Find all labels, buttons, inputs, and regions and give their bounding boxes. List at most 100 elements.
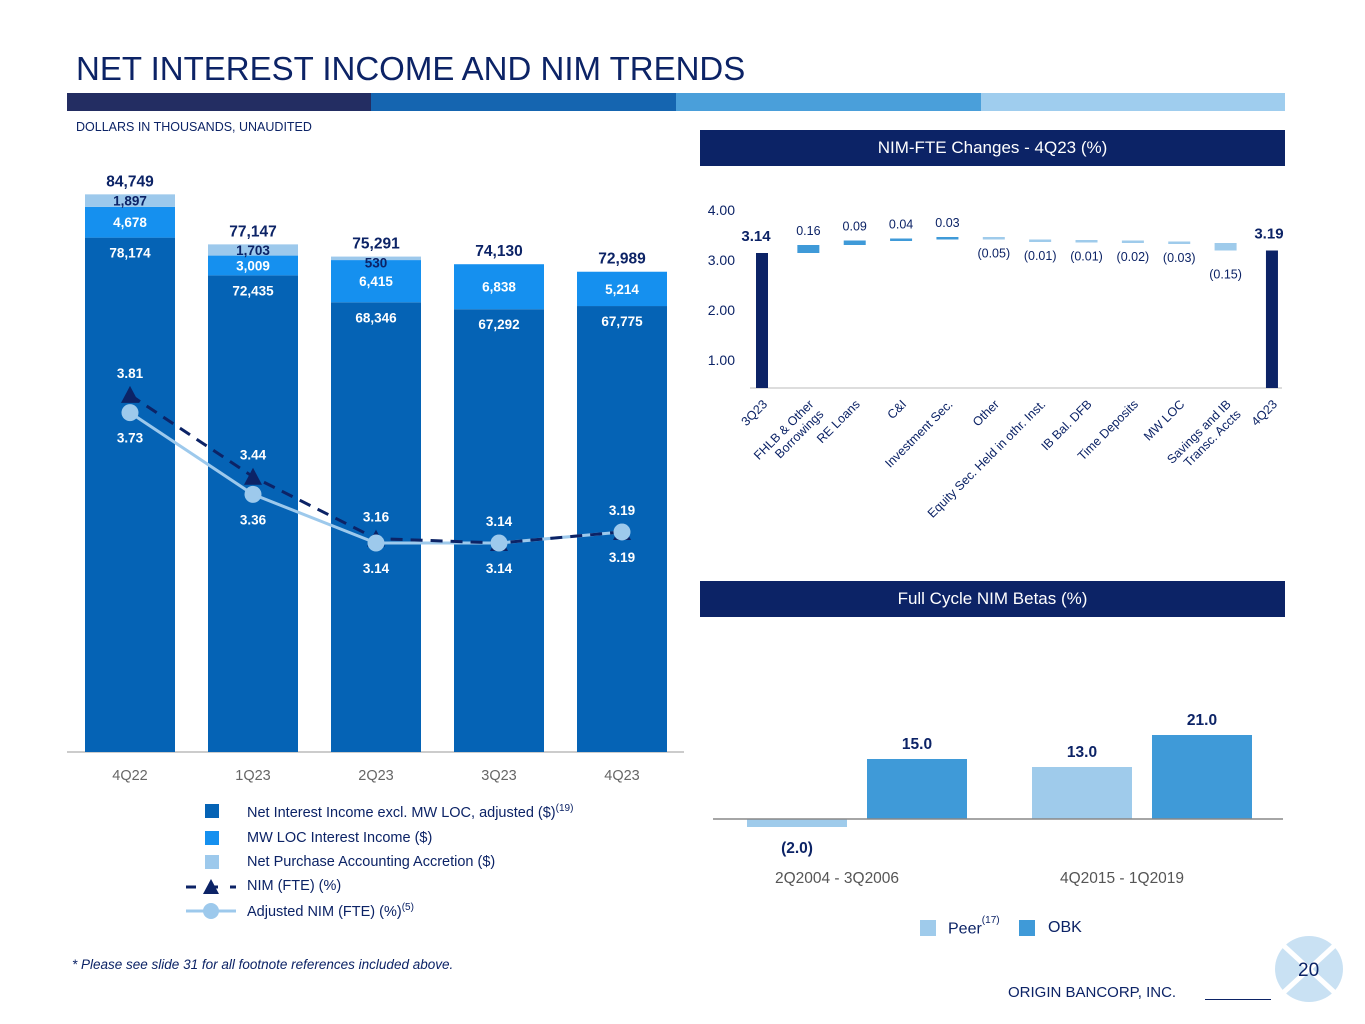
page-title: NET INTEREST INCOME AND NIM TRENDS	[76, 50, 746, 87]
waterfall-start-bar	[756, 253, 768, 388]
bar-segment-1	[331, 260, 421, 303]
adjusted-nim-label: 3.36	[240, 512, 267, 527]
legend-label-nii: Net Interest Income excl. MW LOC, adjust…	[247, 803, 574, 821]
waterfall-change-bar	[1121, 240, 1144, 243]
total-label: 74,130	[475, 243, 522, 260]
header-stripe-3	[676, 93, 981, 111]
company-underline	[1205, 999, 1271, 1000]
beta-bar	[1032, 767, 1132, 819]
adjusted-nim-point	[490, 534, 508, 552]
legend-circle-icon	[203, 903, 219, 919]
waterfall-change-label: (0.15)	[1209, 268, 1242, 282]
x-tick-label: C&I	[885, 397, 910, 422]
logo-icon	[1275, 936, 1343, 1002]
waterfall-change-bar	[843, 240, 866, 245]
adjusted-nim-point	[367, 534, 385, 552]
segment-label: 3,009	[236, 258, 270, 273]
beta-label: 13.0	[1067, 744, 1097, 761]
waterfall-change-label: 0.16	[796, 224, 820, 238]
bar-segment-1	[577, 271, 667, 307]
legend-label-peer: Peer(17)	[948, 915, 1000, 938]
beta-label: 21.0	[1187, 712, 1217, 729]
waterfall-start-label: 3.14	[741, 228, 771, 245]
segment-label: 78,174	[109, 246, 151, 261]
adjusted-nim-point	[121, 404, 139, 422]
x-tick-label: 3Q23	[481, 768, 516, 784]
segment-label: 72,435	[232, 283, 274, 298]
waterfall-change-bar	[1075, 240, 1098, 243]
beta-bar	[1152, 735, 1252, 819]
legend-triangle-icon	[203, 879, 219, 894]
legend-label-accretion: Net Purchase Accounting Accretion ($)	[247, 854, 496, 870]
legend-swatch-nii	[205, 804, 219, 818]
adjusted-nim-point	[244, 485, 262, 503]
nim-point-triangle	[244, 467, 262, 485]
segment-label: 1,703	[236, 243, 270, 258]
segment-label: 1,897	[113, 194, 147, 209]
waterfall-change-bar	[1214, 243, 1237, 251]
header-stripe-2	[371, 93, 676, 111]
waterfall-change-label: 0.03	[935, 216, 959, 230]
x-tick-label: 4Q22	[112, 768, 147, 784]
waterfall-change-bar	[1168, 241, 1191, 244]
waterfall-change-label: (0.03)	[1163, 251, 1196, 265]
bar-segment-0	[208, 275, 298, 752]
total-label: 72,989	[598, 251, 646, 268]
y-tick-label: 1.00	[708, 352, 735, 368]
bar-segment-2	[85, 194, 175, 207]
nim-label: 3.19	[609, 503, 635, 518]
adjusted-nim-label: 3.14	[486, 561, 513, 576]
waterfall-change-bar	[1029, 239, 1052, 242]
x-tick-label: 1Q23	[235, 768, 270, 784]
beta-bar	[867, 759, 967, 819]
y-tick-label: 2.00	[708, 302, 735, 318]
legend-label-adj-nim: Adjusted NIM (FTE) (%)(5)	[247, 902, 414, 920]
adjusted-nim-label: 3.19	[609, 550, 635, 565]
bar-segment-0	[331, 302, 421, 752]
x-tick-label: 4Q2015 - 1Q2019	[1060, 870, 1184, 887]
bar-segment-1	[208, 255, 298, 276]
nim-label: 3.81	[117, 366, 144, 381]
header-stripe-4	[981, 93, 1285, 111]
x-tick-label: 4Q23	[604, 768, 639, 784]
segment-label: 4,678	[113, 215, 147, 230]
legend-swatch-peer	[920, 920, 936, 936]
y-tick-label: 4.00	[708, 202, 735, 218]
waterfall-change-bar	[890, 238, 913, 241]
total-label: 84,749	[106, 173, 154, 190]
segment-label: 67,292	[478, 317, 519, 332]
bar-segment-1	[454, 264, 544, 310]
y-tick-label: 3.00	[708, 252, 735, 268]
legend-label-obk: OBK	[1048, 919, 1082, 936]
adjusted-nim-point	[613, 523, 631, 541]
waterfall-change-label: (0.01)	[1024, 249, 1057, 263]
bar-segment-2	[331, 256, 421, 261]
legend-label-nim: NIM (FTE) (%)	[247, 878, 342, 894]
x-tick-label: 2Q23	[358, 768, 393, 784]
bar-segment-2	[208, 244, 298, 256]
adjusted-nim-label: 3.73	[117, 431, 144, 446]
betas-chart-title: Full Cycle NIM Betas (%)	[700, 581, 1285, 617]
waterfall-change-label: 0.09	[843, 220, 867, 234]
segment-label: 6,415	[359, 274, 393, 289]
segment-label: 68,346	[355, 310, 397, 325]
legend-swatch-obk	[1019, 920, 1035, 936]
waterfall-change-bar	[936, 237, 959, 240]
company-name: ORIGIN BANCORP, INC.	[1008, 984, 1177, 1001]
waterfall-change-bar	[797, 245, 820, 253]
waterfall-end-bar	[1265, 250, 1278, 388]
x-tick-label: 2Q2004 - 3Q2006	[775, 870, 899, 887]
nim-label: 3.14	[486, 514, 513, 529]
x-tick-label: 3Q23	[739, 397, 771, 429]
waterfall-change-label: (0.01)	[1070, 250, 1103, 264]
beta-bar	[747, 819, 847, 827]
legend-swatch-mwloc	[205, 831, 219, 845]
page-number: 20	[1298, 960, 1320, 981]
nim-point-triangle	[121, 385, 139, 403]
waterfall-change-label: 0.04	[889, 218, 913, 232]
x-tick-label: 4Q23	[1249, 397, 1281, 429]
nim-label: 3.44	[240, 448, 267, 463]
subtitle: DOLLARS IN THOUSANDS, UNAUDITED	[76, 120, 312, 134]
bar-segment-0	[454, 309, 544, 752]
segment-label: 6,838	[482, 280, 516, 295]
